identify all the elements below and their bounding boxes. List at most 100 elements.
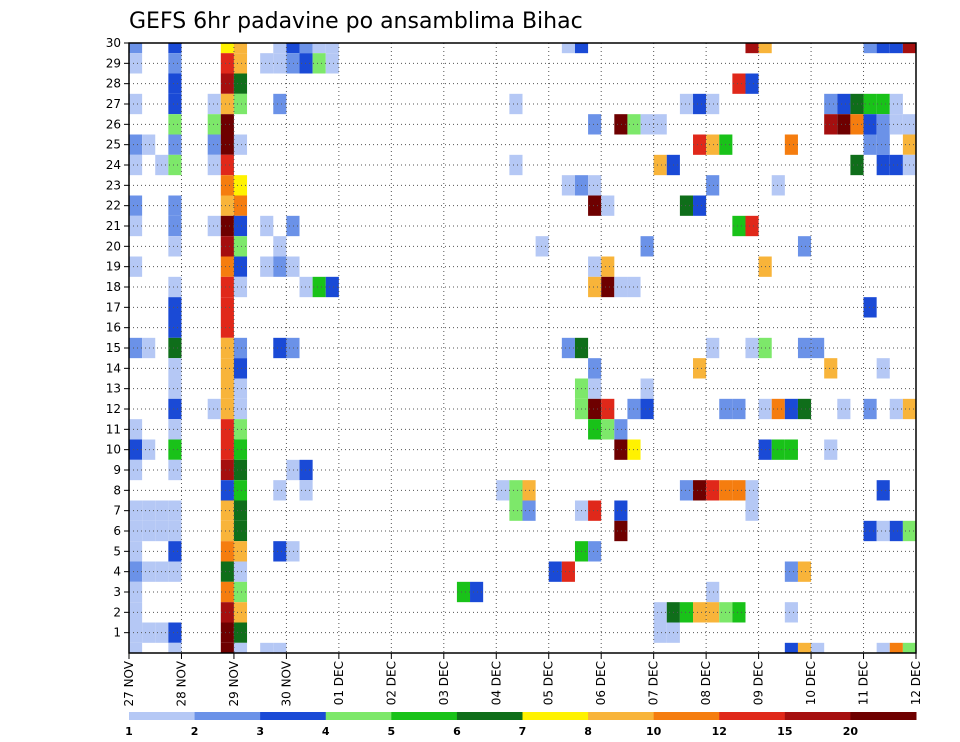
heatmap-cell [142, 134, 156, 155]
heatmap-cell [561, 337, 575, 359]
heatmap-cell [233, 378, 248, 399]
heatmap-cell [732, 398, 746, 420]
heatmap-cell [863, 93, 877, 115]
heatmap-cell [876, 480, 890, 501]
heatmap-cell [260, 215, 274, 237]
heatmap-cell [168, 378, 182, 399]
heatmap-cell [220, 297, 234, 318]
colorbar-swatch [522, 712, 589, 720]
heatmap-cell [129, 459, 143, 481]
colorbar-swatch [391, 712, 458, 720]
heatmap-cell [850, 93, 864, 115]
heatmap-cell [588, 541, 602, 562]
heatmap-cell [168, 398, 182, 420]
heatmap-cell [220, 581, 234, 603]
heatmap-cell [601, 276, 615, 298]
heatmap-cell [693, 134, 707, 155]
heatmap-cell [168, 195, 182, 216]
heatmap-cell [706, 480, 720, 501]
heatmap-cell [273, 53, 287, 74]
heatmap-cell [601, 195, 615, 216]
heatmap-cell [561, 43, 575, 54]
heatmap-cell [233, 622, 248, 643]
heatmap-cell [220, 134, 234, 155]
heatmap-cell [693, 358, 707, 379]
y-tick-label: 30 [106, 36, 121, 50]
heatmap-cell [233, 236, 248, 257]
x-tick-label: 29 NOV [227, 660, 241, 706]
heatmap-cell [876, 93, 890, 115]
heatmap-cell [889, 398, 903, 420]
heatmap-cell [312, 53, 326, 74]
heatmap-cell [640, 114, 654, 135]
heatmap-cell [168, 215, 182, 237]
heatmap-cell [233, 134, 248, 155]
colorbar-swatch [129, 712, 196, 720]
y-tick-label: 24 [106, 158, 121, 172]
heatmap-cell [220, 500, 234, 521]
heatmap-cell [876, 642, 890, 653]
heatmap-cell [286, 256, 300, 277]
colorbar-swatch [260, 712, 327, 720]
heatmap-cell [876, 134, 890, 155]
colorbar-label: 20 [843, 725, 859, 738]
y-tick-label: 26 [106, 117, 121, 131]
y-tick-label: 17 [106, 300, 121, 314]
heatmap-cell [470, 581, 484, 603]
x-tick-label: 09 DEC [752, 661, 766, 705]
heatmap-cell [220, 154, 234, 176]
y-tick-label: 9 [113, 463, 121, 477]
heatmap-cell [679, 93, 694, 115]
heatmap-cell [233, 73, 248, 94]
heatmap-cell [233, 581, 248, 603]
heatmap-cell [693, 602, 707, 623]
heatmap-cell [168, 520, 182, 542]
heatmap-cell [679, 602, 694, 623]
heatmap-cell [233, 358, 248, 379]
heatmap-cell [745, 73, 759, 94]
heatmap-cell [220, 43, 234, 54]
chart-title: GEFS 6hr padavine po ansamblima Bihac [129, 9, 583, 34]
heatmap-cell [784, 602, 798, 623]
heatmap-cell [496, 480, 510, 501]
heatmap-cell [509, 154, 523, 176]
heatmap-cell [863, 43, 877, 54]
heatmap-cell [220, 622, 234, 643]
heatmap-cell [771, 398, 785, 420]
colorbar-swatch [325, 712, 392, 720]
heatmap-cell [233, 398, 248, 420]
heatmap-cell [863, 297, 877, 318]
y-tick-label: 25 [106, 138, 121, 152]
heatmap-cell [233, 93, 248, 115]
heatmap-cell [233, 256, 248, 277]
heatmap-cell [220, 398, 234, 420]
heatmap-cell [142, 520, 156, 542]
heatmap-cell [168, 317, 182, 338]
heatmap-cell [286, 53, 300, 74]
y-tick-label: 1 [113, 626, 121, 640]
heatmap-cell [811, 642, 825, 653]
heatmap-cell [168, 276, 182, 298]
heatmap-cell [129, 154, 143, 176]
heatmap-cell [574, 43, 589, 54]
heatmap-cell [129, 53, 143, 74]
heatmap-cell [850, 114, 864, 135]
heatmap-cell [207, 398, 221, 420]
heatmap-cell [771, 175, 785, 196]
heatmap-cell [561, 561, 575, 582]
x-tick-label: 08 DEC [699, 661, 713, 705]
heatmap-cell [220, 439, 234, 460]
heatmap-cell [207, 93, 221, 115]
x-tick-label: 03 DEC [437, 661, 451, 705]
heatmap-cell [142, 337, 156, 359]
heatmap-cell [129, 419, 143, 440]
heatmap-cell [220, 378, 234, 399]
heatmap-cell [220, 73, 234, 94]
heatmap-cell [824, 114, 838, 135]
heatmap-cells [129, 43, 916, 653]
heatmap-cell [745, 43, 759, 54]
heatmap-cell [273, 541, 287, 562]
heatmap-cell [299, 276, 313, 298]
heatmap-cell [168, 73, 182, 94]
heatmap-cell [220, 114, 234, 135]
